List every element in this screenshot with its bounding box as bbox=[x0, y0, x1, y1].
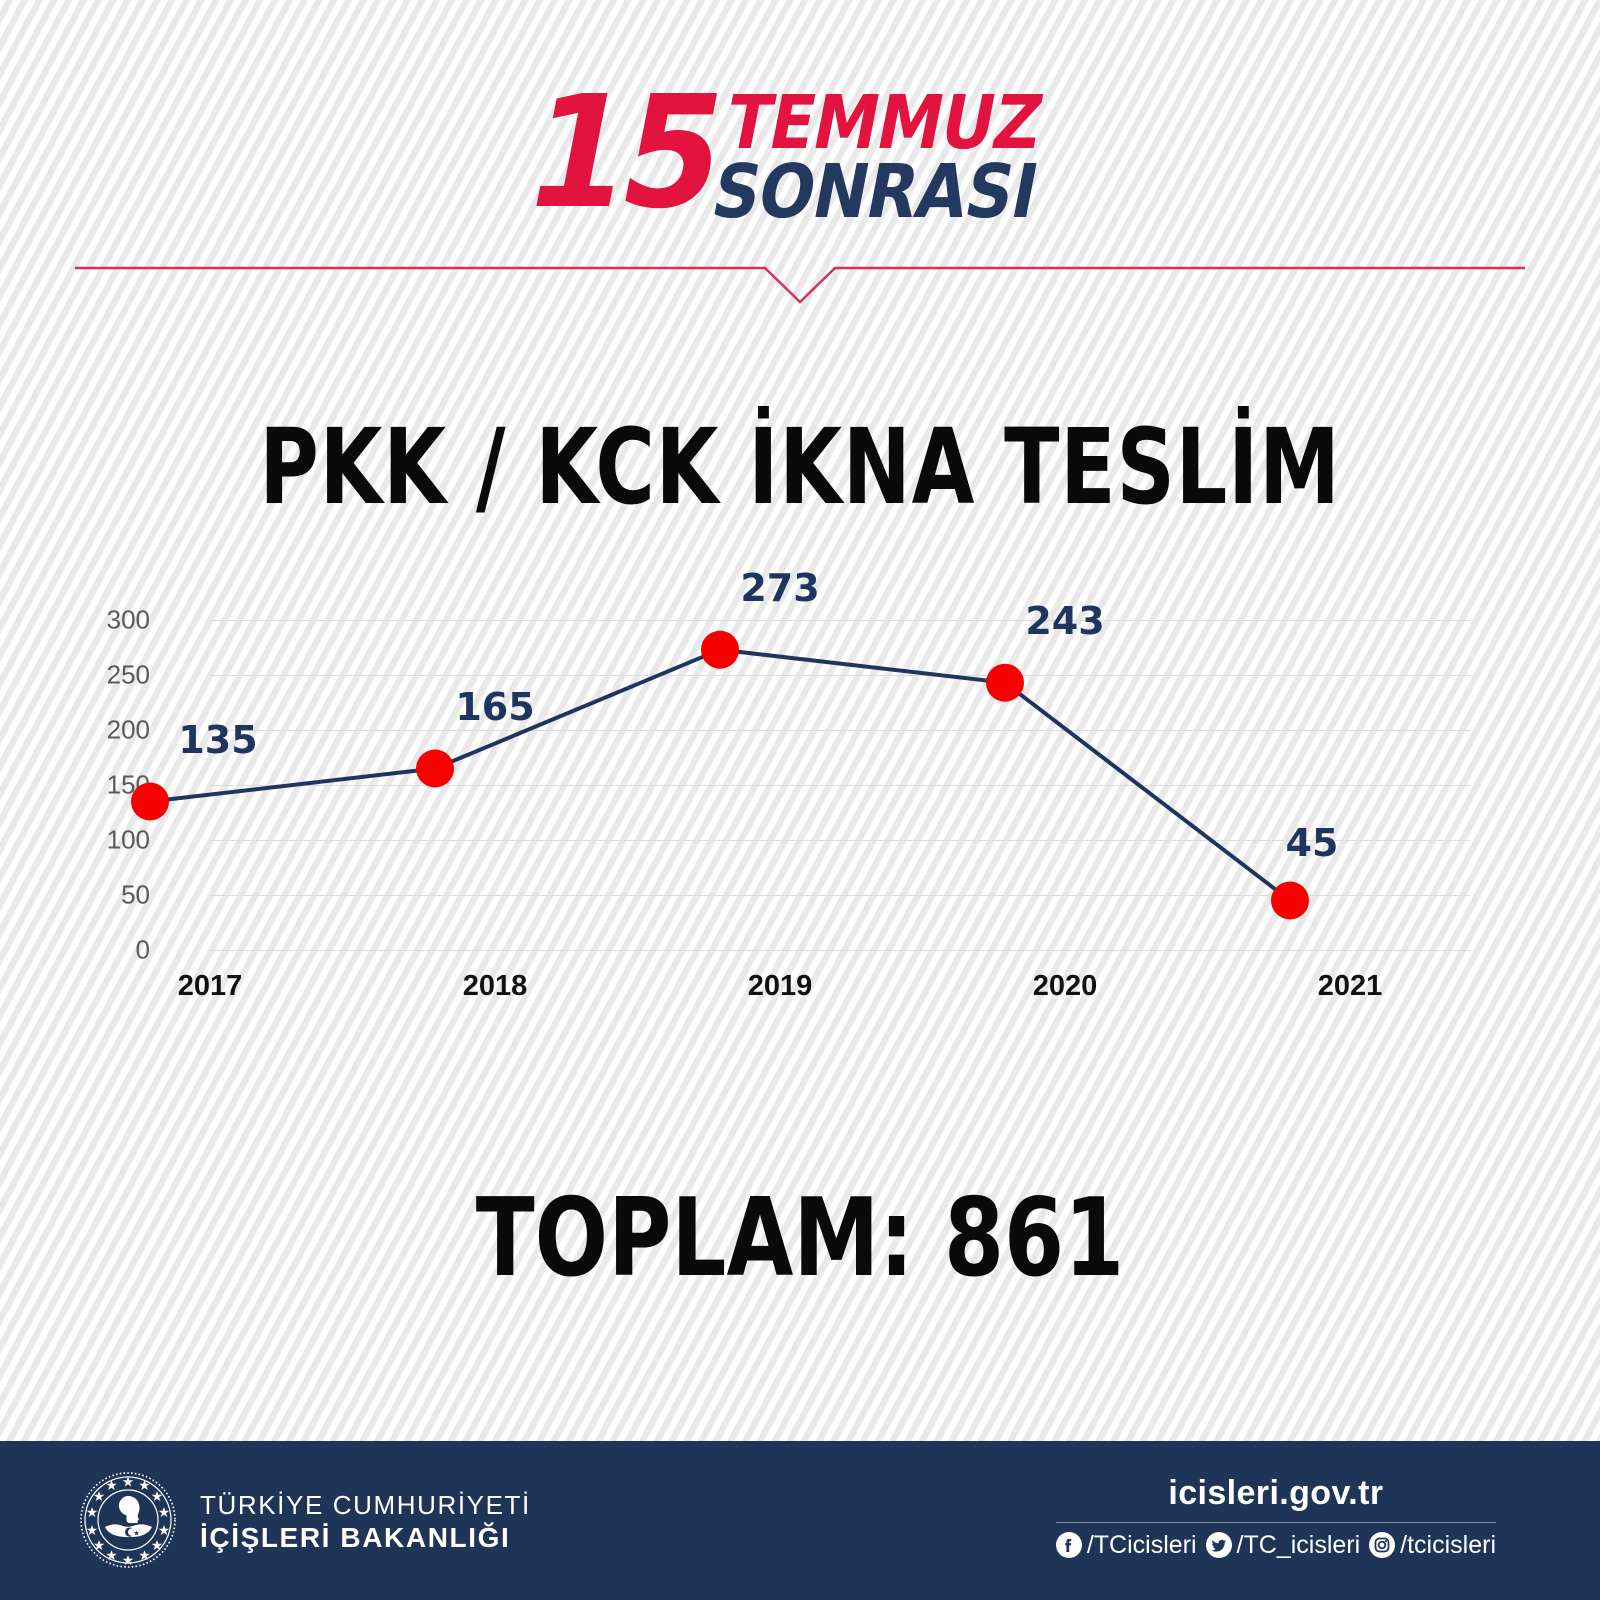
chart-plot-area: 135 165 273 243 45 bbox=[131, 566, 1470, 950]
instagram-icon bbox=[1369, 1532, 1396, 1559]
brand-word-temmuz: TEMMUZ bbox=[718, 80, 1049, 167]
y-axis-tick-label: 50 bbox=[121, 879, 150, 910]
website-url[interactable]: icisleri.gov.tr bbox=[1168, 1474, 1384, 1512]
ministry-text: TÜRKİYE CUMHURİYETİ İÇİŞLERİ BAKANLIĞI bbox=[200, 1490, 531, 1556]
y-axis-tick-label: 250 bbox=[106, 659, 150, 690]
divider-shape bbox=[75, 266, 1525, 304]
data-point-marker bbox=[1271, 881, 1309, 920]
twitter-icon bbox=[1205, 1532, 1232, 1559]
y-axis-tick-labels: 0 50 100 150 200 250 300 bbox=[50, 605, 150, 965]
ministry-line-2: İÇİŞLERİ BAKANLIĞI bbox=[200, 1522, 511, 1554]
chart-series-svg bbox=[131, 630, 1309, 920]
social-handle: /tcicisleri bbox=[1400, 1530, 1496, 1559]
social-link[interactable]: /TCicisleri bbox=[1055, 1530, 1197, 1559]
social-link[interactable]: /TC_icisleri bbox=[1205, 1530, 1361, 1559]
x-axis-tick-label: 2021 bbox=[1317, 970, 1383, 1002]
chart-gridlines bbox=[150, 620, 1470, 1010]
red-divider-with-notch bbox=[75, 250, 1525, 310]
footer-bar: TÜRKİYE CUMHURİYETİ İÇİŞLERİ BAKANLIĞI i… bbox=[0, 1441, 1600, 1600]
gridline bbox=[210, 620, 1470, 621]
social-links: /TCicisleri/TC_icisleri/tcicisleri bbox=[1055, 1530, 1496, 1559]
social-handle: /TC_icisleri bbox=[1236, 1530, 1361, 1559]
x-axis-tick-label: 2017 bbox=[177, 970, 243, 1002]
line-chart: 0 50 100 150 200 250 300 135 165 273 243 45 2017 20… bbox=[107, 566, 1470, 1010]
y-axis-tick-label: 0 bbox=[135, 934, 150, 965]
data-point-label: 45 bbox=[1285, 820, 1339, 865]
web-block: icisleri.gov.tr /TCicisleri/TC_icisleri /… bbox=[1055, 1474, 1496, 1559]
emblem-svg bbox=[80, 1472, 176, 1568]
data-point-marker bbox=[986, 663, 1024, 702]
brand-header: 15 TEMMUZ SONRASI bbox=[0, 62, 1600, 244]
x-axis-tick-labels: 2017 2018 2019 2020 2021 bbox=[178, 970, 1470, 1010]
page-title: PKK / KCK İKNA TESLİM bbox=[259, 406, 1341, 528]
ministry-emblem-icon bbox=[78, 1470, 178, 1575]
data-point-label: 243 bbox=[1025, 598, 1105, 643]
x-axis-tick-label: 2020 bbox=[1032, 970, 1098, 1002]
data-point-marker bbox=[701, 630, 739, 669]
series-line bbox=[149, 647, 1292, 903]
gridline bbox=[210, 785, 1470, 786]
data-point-label: 135 bbox=[178, 717, 258, 762]
total-label: TOPLAM: 861 bbox=[475, 1176, 1125, 1301]
data-point-marker bbox=[416, 749, 454, 788]
x-axis-tick-label: 2019 bbox=[747, 970, 813, 1002]
data-point-label: 273 bbox=[740, 565, 820, 610]
gridline bbox=[210, 675, 1470, 676]
brand-word-sonrasi: SONRASI bbox=[705, 148, 1045, 235]
brand-word-stack: TEMMUZ SONRASI bbox=[705, 80, 1102, 235]
brand-number-15: 15 bbox=[512, 62, 736, 244]
gridline bbox=[210, 840, 1470, 841]
y-axis-tick-label: 200 bbox=[106, 714, 150, 745]
gridline bbox=[210, 730, 1470, 731]
ministry-line-1: TÜRKİYE CUMHURİYETİ bbox=[200, 1489, 531, 1520]
data-point-label: 165 bbox=[455, 684, 535, 729]
social-link[interactable]: /tcicisleri bbox=[1369, 1530, 1496, 1559]
social-handle: /TCicisleri bbox=[1086, 1530, 1197, 1559]
y-axis-tick-label: 100 bbox=[106, 824, 150, 855]
footer-divider bbox=[1055, 1522, 1496, 1524]
gridline bbox=[210, 895, 1470, 896]
ministry-lockup: TÜRKİYE CUMHURİYETİ İÇİŞLERİ BAKANLIĞI bbox=[78, 1470, 531, 1575]
data-point-marker bbox=[131, 782, 169, 821]
facebook-icon bbox=[1055, 1532, 1082, 1559]
gridline bbox=[210, 950, 1470, 951]
brand-lockup: 15 TEMMUZ SONRASI bbox=[499, 62, 1102, 244]
x-axis-tick-label: 2018 bbox=[462, 970, 528, 1002]
y-axis-tick-label: 300 bbox=[106, 604, 150, 635]
